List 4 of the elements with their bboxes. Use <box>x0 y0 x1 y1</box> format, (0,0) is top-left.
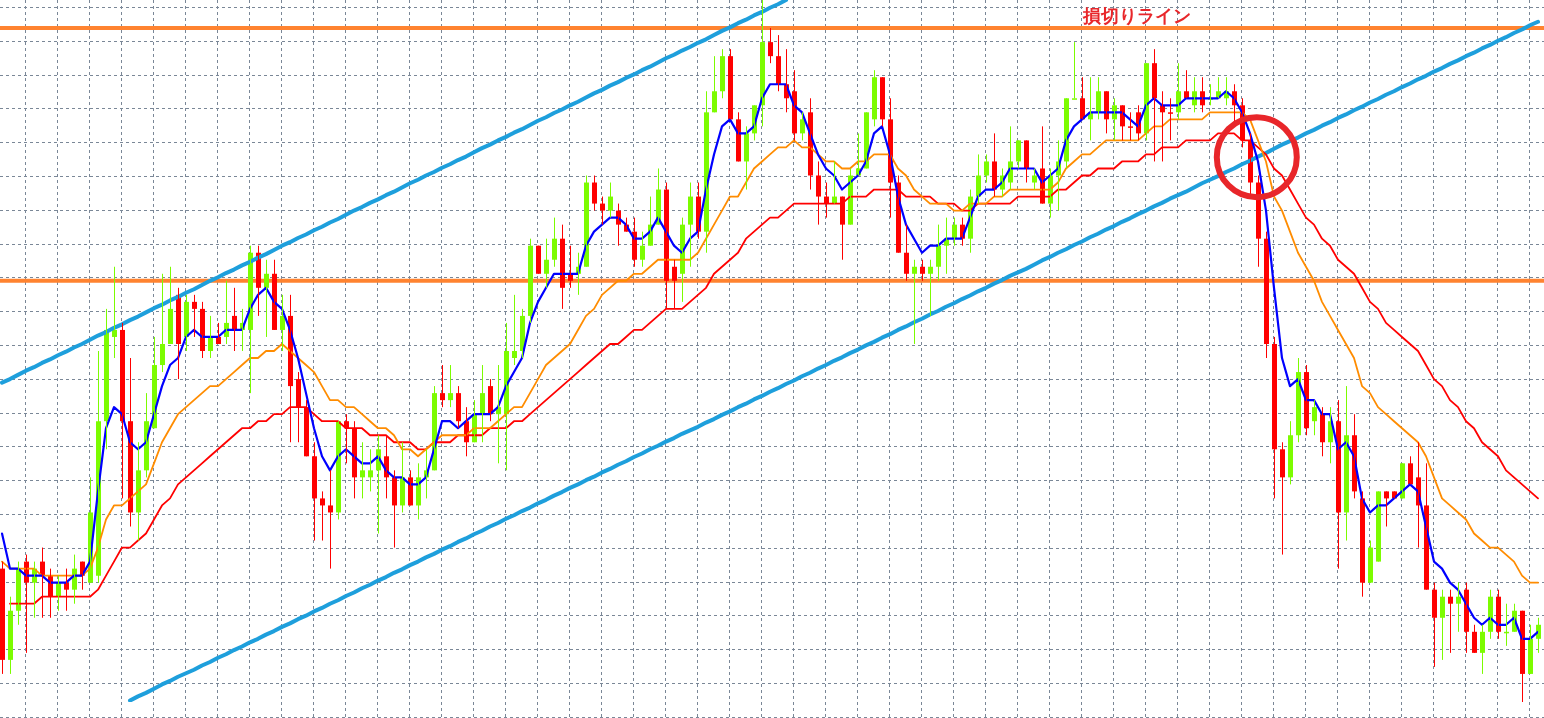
candlestick <box>1168 97 1173 141</box>
candlestick <box>1128 111 1133 141</box>
candlestick <box>1072 41 1077 100</box>
ref-line-label: 損切りライン <box>1082 5 1192 27</box>
